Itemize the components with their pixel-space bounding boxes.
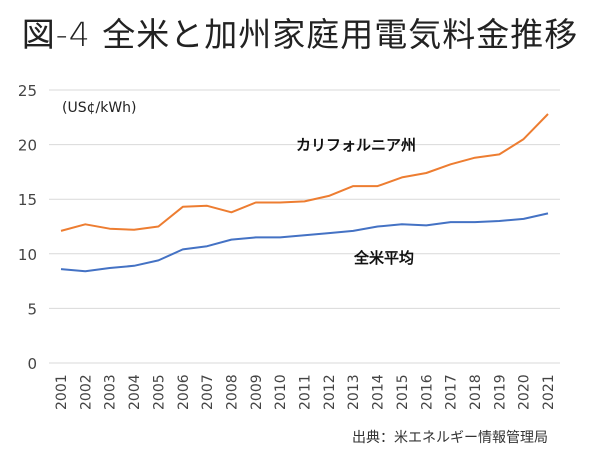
gridlines: [49, 89, 560, 364]
x-tick-label: 2016: [419, 374, 435, 410]
y-tick-label: 10: [18, 246, 37, 264]
x-tick-label: 2020: [517, 374, 533, 410]
chart-title: 図-4 全米と加州家庭用電気料金推移: [21, 15, 579, 54]
y-tick-label: 15: [18, 191, 37, 209]
series-line-us-average: [60, 212, 549, 273]
annotation-us-average: 全米平均: [353, 249, 414, 267]
x-tick-label: 2002: [78, 374, 94, 410]
x-tick-label: 2013: [346, 374, 362, 410]
x-tick-label: 2001: [54, 374, 70, 410]
series-line-california: [60, 113, 549, 232]
x-tick-label: 2004: [127, 374, 143, 410]
unit-label: (US¢/kWh): [62, 100, 137, 116]
series-lines: [60, 113, 549, 273]
x-tick-label: 2018: [468, 374, 484, 410]
x-tick-label: 2003: [103, 374, 119, 410]
x-tick-label: 2015: [395, 374, 411, 410]
x-tick-label: 2021: [541, 374, 557, 410]
x-tick-label: 2012: [322, 374, 338, 410]
x-tick-label: 2006: [176, 374, 192, 410]
source-note: 出典：米エネルギー情報管理局: [352, 430, 548, 446]
x-tick-label: 2019: [492, 374, 508, 410]
x-tick-label: 2005: [151, 374, 167, 410]
x-tick-label: 2007: [200, 374, 216, 410]
x-tick-label: 2017: [444, 374, 460, 410]
annotation-california: カリフォルニア州: [296, 136, 416, 154]
y-tick-label: 5: [27, 300, 37, 318]
x-tick-label: 2011: [298, 374, 314, 410]
x-tick-label: 2009: [249, 374, 265, 410]
x-tick-label: 2010: [273, 374, 289, 410]
x-tick-label: 2014: [371, 374, 387, 410]
x-tick-label: 2008: [224, 374, 240, 410]
y-tick-label: 25: [18, 82, 37, 100]
y-tick-label: 0: [27, 355, 37, 373]
y-tick-labels: 0 5 10 15 20 25: [18, 82, 37, 373]
y-tick-label: 20: [18, 137, 37, 155]
x-tick-labels: 2001 2002 2003 2004 2005 2006 2007 2008 2009 2010…: [54, 374, 557, 410]
